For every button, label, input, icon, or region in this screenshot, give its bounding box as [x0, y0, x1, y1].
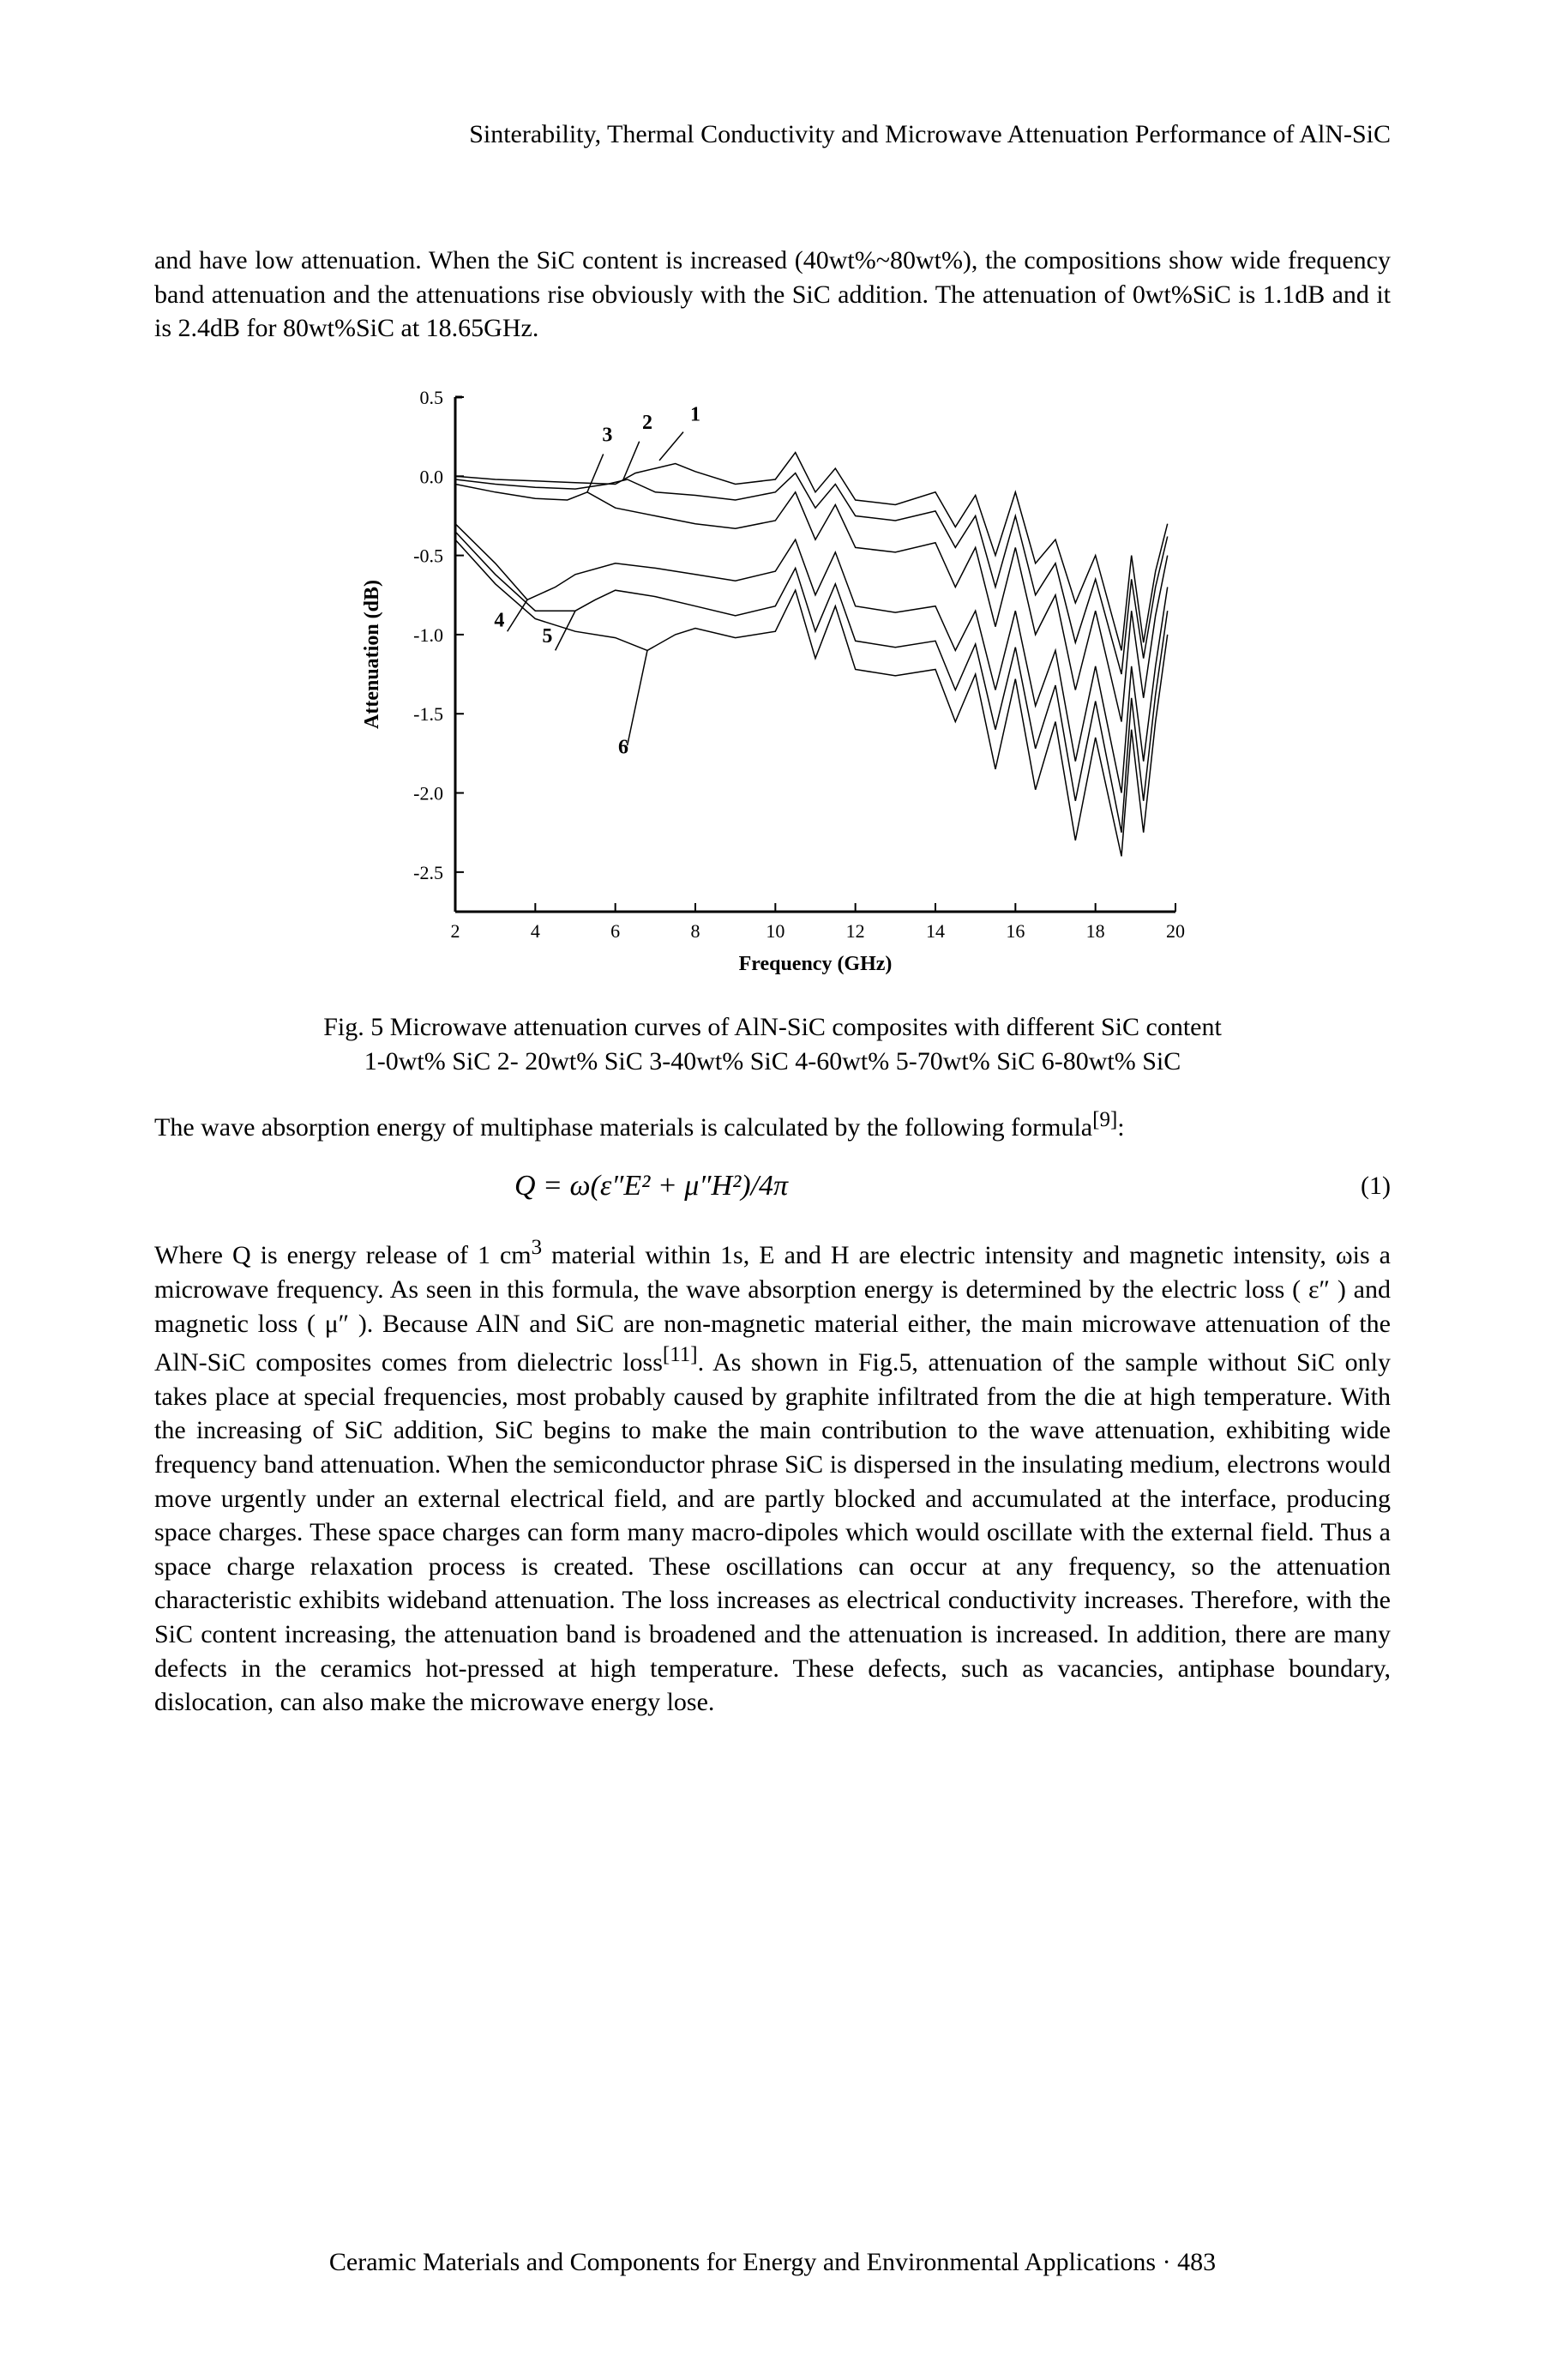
svg-text:Frequency (GHz): Frequency (GHz) [739, 953, 893, 975]
formula-intro: The wave absorption energy of multiphase… [154, 1106, 1391, 1145]
svg-text:5: 5 [542, 625, 552, 648]
svg-text:-2.0: -2.0 [413, 782, 443, 804]
svg-text:14: 14 [926, 920, 945, 942]
figure-caption: Fig. 5 Microwave attenuation curves of A… [257, 1010, 1288, 1080]
svg-text:10: 10 [766, 920, 785, 942]
ref-9: [9] [1092, 1108, 1117, 1131]
running-head: Sinterability, Thermal Conductivity and … [154, 120, 1391, 149]
svg-text:Attenuation (dB): Attenuation (dB) [361, 580, 383, 729]
colon: : [1117, 1113, 1124, 1142]
svg-text:-1.5: -1.5 [413, 703, 443, 725]
ref-11: [11] [663, 1343, 698, 1366]
page-footer: Ceramic Materials and Components for Ene… [0, 2248, 1545, 2277]
svg-text:12: 12 [846, 920, 865, 942]
svg-text:4: 4 [494, 609, 504, 631]
figure-5: 0.50.0-0.5-1.0-1.5-2.0-2.524681012141618… [344, 380, 1201, 985]
svg-text:18: 18 [1086, 920, 1105, 942]
svg-text:20: 20 [1166, 920, 1185, 942]
intro-paragraph: and have low attenuation. When the SiC c… [154, 244, 1391, 346]
svg-text:-2.5: -2.5 [413, 862, 443, 883]
svg-text:6: 6 [610, 920, 620, 942]
svg-text:3: 3 [602, 424, 612, 446]
svg-text:6: 6 [618, 736, 628, 758]
svg-text:16: 16 [1006, 920, 1025, 942]
svg-text:0.0: 0.0 [420, 466, 444, 487]
formula-intro-text: The wave absorption energy of multiphase… [154, 1113, 1092, 1142]
equation-1-number: (1) [1361, 1172, 1391, 1201]
svg-text:0.5: 0.5 [420, 387, 444, 408]
svg-text:1: 1 [690, 403, 700, 425]
attenuation-chart: 0.50.0-0.5-1.0-1.5-2.0-2.524681012141618… [344, 380, 1201, 980]
equation-1-row: Q = ω(ε″E² + μ″H²)/4π (1) [154, 1170, 1391, 1202]
figure-caption-line2: 1-0wt% SiC 2- 20wt% SiC 3-40wt% SiC 4-60… [364, 1047, 1181, 1076]
figure-caption-line1: Fig. 5 Microwave attenuation curves of A… [323, 1013, 1222, 1041]
main-para-c: . As shown in Fig.5, attenuation of the … [154, 1348, 1391, 1716]
svg-text:4: 4 [531, 920, 540, 942]
svg-text:2: 2 [451, 920, 460, 942]
cm3-sup: 3 [532, 1236, 543, 1259]
svg-text:-0.5: -0.5 [413, 545, 443, 566]
main-para-a: Where Q is energy release of 1 cm [154, 1241, 532, 1269]
svg-text:2: 2 [642, 412, 652, 434]
equation-1: Q = ω(ε″E² + μ″H²)/4π [514, 1170, 788, 1202]
main-paragraph: Where Q is energy release of 1 cm3 mater… [154, 1233, 1391, 1719]
svg-text:8: 8 [691, 920, 700, 942]
svg-text:-1.0: -1.0 [413, 624, 443, 646]
